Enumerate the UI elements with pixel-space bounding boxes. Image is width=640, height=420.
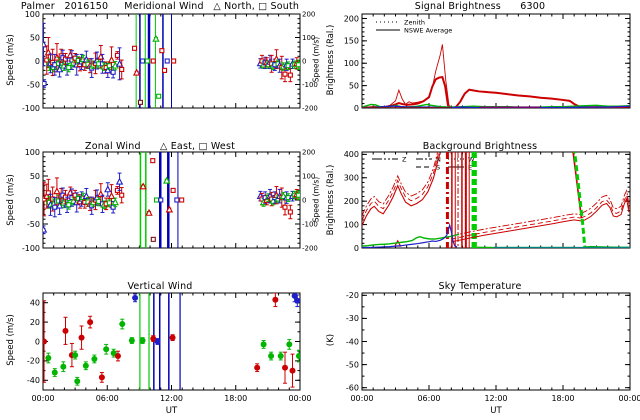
svg-text:-200: -200 — [302, 245, 318, 253]
svg-text:00:00: 00:00 — [618, 394, 640, 403]
axes: 00:00 06:00 12:00 18:00 00:00 -20 -30 -40 -50 -60 — [346, 291, 640, 403]
svg-text:Z: Z — [402, 156, 407, 164]
series — [43, 293, 300, 390]
sky-temperature-xlabel: UT — [490, 406, 502, 416]
vertical-wind-xlabel: UT — [165, 406, 178, 416]
svg-text:50: 50 — [30, 172, 40, 181]
svg-text:-50: -50 — [346, 360, 359, 369]
svg-text:150: 150 — [344, 37, 359, 46]
svg-text:200: 200 — [302, 11, 315, 19]
svg-text:06:00: 06:00 — [417, 394, 440, 403]
svg-text:00:00: 00:00 — [31, 394, 54, 403]
svg-text:0: 0 — [35, 337, 40, 346]
svg-text:50: 50 — [30, 33, 40, 42]
meridional-wind-title: Palmer 2016150 Meridional Wind △ North, … — [20, 1, 300, 12]
svg-text:100: 100 — [25, 148, 40, 157]
meridional-wind-chart: 100 50 0 -50 -100 200 100 0 -100 -200 — [22, 10, 318, 113]
svg-text:E: E — [468, 164, 472, 172]
vertical-wind-chart: 00:00 06:00 12:00 18:00 00:00 40 20 0 -20 -40 — [27, 292, 312, 403]
svg-text:-100: -100 — [22, 244, 40, 253]
axes: 200 150 100 50 0 — [344, 13, 631, 113]
panel-zonal-wind: Zonal Wind △ East, □ West Speed (m/s) Sp… — [0, 140, 321, 280]
svg-text:06:00: 06:00 — [96, 394, 119, 403]
svg-text:400: 400 — [344, 150, 359, 159]
series — [43, 14, 300, 108]
svg-text:200: 200 — [302, 149, 315, 157]
panel-sky-temperature: Sky Temperature (K) UT 00:00 06:00 12:00 18… — [320, 280, 640, 420]
svg-text:-30: -30 — [346, 314, 359, 323]
series — [362, 152, 630, 248]
panel-background-brightness: Background Brightness Brightness (Ral.) … — [320, 140, 640, 280]
svg-text:12:00: 12:00 — [160, 394, 183, 403]
svg-text:100: 100 — [302, 34, 315, 42]
svg-text:-200: -200 — [302, 105, 318, 113]
sky-temperature-title: Sky Temperature — [438, 281, 522, 292]
svg-text:200: 200 — [344, 14, 359, 23]
svg-text:18:00: 18:00 — [551, 394, 574, 403]
svg-text:-40: -40 — [346, 337, 359, 346]
svg-text:100: 100 — [302, 173, 315, 181]
svg-text:W: W — [468, 156, 475, 164]
svg-text:0: 0 — [302, 197, 306, 205]
svg-text:-20: -20 — [346, 291, 359, 300]
series — [43, 152, 300, 248]
background-brightness-title: Background Brightness — [422, 141, 538, 152]
svg-text:0: 0 — [354, 104, 359, 113]
sky-temperature-chart: 00:00 06:00 12:00 18:00 00:00 -20 -30 -40 -50 -60 — [346, 291, 640, 403]
svg-text:18:00: 18:00 — [224, 394, 247, 403]
svg-text:-100: -100 — [22, 104, 40, 113]
zonal-wind-chart: 100 50 0 -50 -100 200 100 0 -100 -200 — [22, 148, 318, 253]
axes: 100 50 0 -50 -100 200 100 0 -100 -200 — [22, 148, 318, 253]
svg-text:-50: -50 — [27, 220, 40, 229]
panel-vertical-wind: Vertical Wind Speed (m/s) UT 00:00 06:00 1… — [0, 280, 320, 420]
legend: Z NSWE — [372, 156, 475, 172]
svg-text:40: 40 — [30, 299, 40, 308]
svg-text:-40: -40 — [27, 376, 40, 385]
axes: 400 300 200 100 0 — [344, 150, 631, 253]
svg-text:20: 20 — [30, 318, 40, 327]
zonal-wind-title: Zonal Wind △ East, □ West — [84, 141, 236, 152]
svg-text:100: 100 — [344, 59, 359, 68]
svg-text:12:00: 12:00 — [484, 394, 507, 403]
svg-text:-50: -50 — [27, 80, 40, 89]
svg-text:100: 100 — [344, 220, 359, 229]
panel-signal-brightness: Signal Brightness 6300 Brightness (Ral.)… — [320, 0, 640, 140]
panel-meridional-wind: Palmer 2016150 Meridional Wind △ North, … — [0, 0, 321, 140]
svg-text:-100: -100 — [302, 221, 318, 229]
svg-text:-20: -20 — [27, 357, 40, 366]
signal-brightness-title: Signal Brightness 6300 — [414, 1, 546, 12]
svg-text:300: 300 — [344, 174, 359, 183]
svg-text:200: 200 — [344, 197, 359, 206]
svg-text:0: 0 — [354, 244, 359, 253]
svg-text:00:00: 00:00 — [350, 394, 373, 403]
vertical-wind-title: Vertical Wind — [127, 281, 193, 292]
svg-text:NSWE Average: NSWE Average — [404, 27, 452, 35]
svg-text:0: 0 — [35, 196, 40, 205]
series — [362, 44, 630, 108]
svg-text:100: 100 — [25, 10, 40, 19]
svg-text:S: S — [436, 164, 440, 172]
svg-text:50: 50 — [349, 81, 359, 90]
svg-text:-100: -100 — [302, 81, 318, 89]
svg-text:-60: -60 — [346, 383, 359, 392]
svg-text:0: 0 — [302, 58, 306, 66]
svg-text:0: 0 — [35, 57, 40, 66]
svg-text:00:00: 00:00 — [288, 394, 311, 403]
svg-text:Zenith: Zenith — [404, 19, 425, 27]
